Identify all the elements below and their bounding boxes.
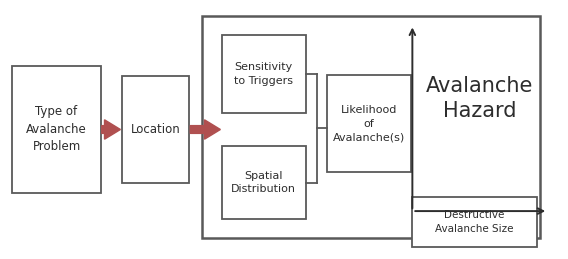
- Bar: [327, 75, 411, 172]
- Text: Location: Location: [131, 123, 181, 136]
- Text: Avalanche
Hazard: Avalanche Hazard: [426, 76, 534, 121]
- Text: Spatial
Distribution: Spatial Distribution: [231, 171, 296, 195]
- Text: Destructive
Avalanche Size: Destructive Avalanche Size: [435, 210, 513, 234]
- Text: Type of
Avalanche
Problem: Type of Avalanche Problem: [26, 105, 87, 154]
- Bar: [222, 35, 306, 113]
- FancyArrow shape: [190, 120, 220, 139]
- Bar: [122, 76, 189, 183]
- Bar: [222, 146, 306, 219]
- Bar: [202, 16, 540, 238]
- Text: Sensitivity
to Triggers: Sensitivity to Triggers: [234, 62, 293, 86]
- FancyArrow shape: [102, 120, 120, 139]
- Text: Likelihood
of
Avalanche(s): Likelihood of Avalanche(s): [332, 105, 405, 142]
- Bar: [12, 66, 101, 193]
- Bar: [412, 197, 537, 247]
